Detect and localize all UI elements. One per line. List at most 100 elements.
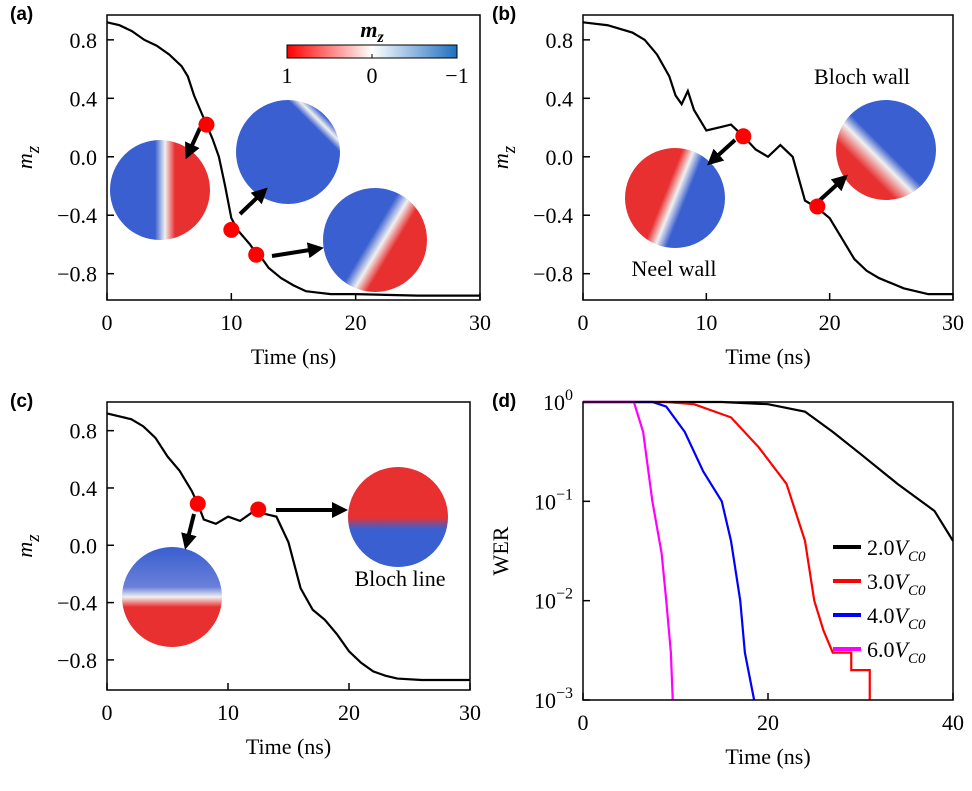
- x-tick-label: 0: [102, 310, 113, 335]
- panel-label: (b): [492, 4, 516, 25]
- x-tick-label: 0: [578, 710, 589, 735]
- legend-sub: C0: [908, 549, 926, 565]
- plot-frame: [582, 14, 954, 301]
- y-tick-label: 10−2: [534, 586, 573, 614]
- inset-image: [110, 140, 210, 240]
- insets: [110, 100, 936, 647]
- y-tick-label: 0.4: [70, 476, 98, 501]
- y-label-main: m: [488, 153, 513, 169]
- y-tick-label: 100: [543, 387, 573, 415]
- legend-name: 2.0: [867, 535, 895, 560]
- y-tick-label: 0.0: [70, 145, 98, 170]
- y-label-sub: z: [23, 534, 44, 543]
- annotation: Bloch wall: [814, 64, 910, 89]
- marker-point: [250, 501, 267, 518]
- series-line: [583, 400, 954, 542]
- plot-frame: [106, 14, 481, 301]
- y-tick-label: −0.4: [57, 591, 97, 616]
- series-line: [583, 400, 674, 701]
- colorbar-tick-label: 0: [367, 63, 378, 88]
- series-line: [583, 400, 756, 701]
- y-label-sub: z: [23, 145, 44, 154]
- y-tick-label: −0.4: [57, 203, 97, 228]
- annotation: Bloch line: [354, 566, 445, 591]
- colorbar-title: mz: [360, 17, 384, 46]
- legend-name: 4.0: [867, 603, 895, 628]
- data-line: [582, 21, 953, 296]
- colorbar-title-sub: z: [376, 29, 384, 46]
- y-label-sub: z: [499, 145, 520, 154]
- y-axis-label: mz: [488, 145, 520, 169]
- marker-point: [809, 198, 826, 215]
- x-tick-label: 40: [942, 710, 964, 735]
- x-tick-label: 30: [459, 700, 481, 725]
- x-tick-label: 30: [942, 310, 964, 335]
- legend-label: 3.0VC0: [867, 569, 926, 599]
- legend-name: 3.0: [867, 569, 895, 594]
- plot-frame: [582, 401, 954, 701]
- tick-exponent: −2: [556, 586, 573, 603]
- panel-label: (a): [10, 4, 33, 25]
- y-tick-label: 0.4: [70, 86, 98, 111]
- x-tick-label: 30: [469, 310, 491, 335]
- x-tick-label: 20: [345, 310, 367, 335]
- tick-base: 10: [534, 688, 556, 713]
- y-label-main: WER: [488, 526, 513, 575]
- marker-point: [248, 246, 265, 263]
- series-line: [583, 400, 871, 700]
- data-line: [106, 21, 480, 297]
- colorbar-tick-label: 1: [282, 63, 293, 88]
- tick-exponent: −3: [556, 685, 573, 702]
- y-tick-label: −0.8: [57, 262, 97, 287]
- legend-v: V: [895, 603, 911, 628]
- plot-frame: [106, 401, 471, 691]
- inset-image: [625, 148, 725, 248]
- x-tick-label: 10: [695, 310, 717, 335]
- y-tick-label: 0.8: [70, 419, 98, 444]
- x-axis-label: Time (ns): [725, 744, 810, 769]
- panel-label: (d): [492, 391, 516, 412]
- tick-exponent: 0: [565, 387, 573, 404]
- marker-point: [198, 116, 215, 133]
- y-tick-label: −0.8: [533, 262, 573, 287]
- y-tick-label: 10−1: [534, 486, 573, 514]
- tick-base: 10: [534, 489, 556, 514]
- colorbar-title-main: m: [360, 17, 377, 42]
- legend-sub: C0: [908, 617, 926, 633]
- y-tick-label: −0.8: [57, 648, 97, 673]
- y-tick-label: 0.4: [546, 86, 574, 111]
- inset-image: [236, 100, 340, 204]
- x-tick-label: 0: [102, 700, 113, 725]
- legend-v: V: [895, 637, 911, 662]
- legend-name: 6.0: [867, 637, 895, 662]
- annotation: Neel wall: [632, 256, 717, 281]
- legend-label: 2.0VC0: [867, 535, 926, 565]
- y-label-main: m: [12, 542, 37, 558]
- y-tick-label: 0.0: [70, 533, 98, 558]
- x-axis-label: Time (ns): [725, 344, 810, 369]
- x-tick-label: 20: [819, 310, 841, 335]
- legend-label: 6.0VC0: [867, 637, 926, 667]
- x-tick-label: 10: [217, 700, 239, 725]
- y-tick-label: 0.8: [70, 28, 98, 53]
- y-axis-label: WER: [488, 526, 513, 575]
- legend-label: 4.0VC0: [867, 603, 926, 633]
- panel-label: (c): [10, 391, 33, 412]
- y-tick-label: 0.0: [546, 145, 574, 170]
- x-axis-label: Time (ns): [251, 344, 336, 369]
- x-tick-label: 20: [338, 700, 360, 725]
- legend-sub: C0: [908, 651, 926, 667]
- marker-point: [189, 495, 206, 512]
- marker-point: [735, 128, 752, 145]
- y-tick-label: 0.8: [546, 28, 574, 53]
- y-label-main: m: [12, 153, 37, 169]
- tick-base: 10: [534, 589, 556, 614]
- x-tick-label: 0: [578, 310, 589, 335]
- legend-v: V: [895, 535, 911, 560]
- y-axis-label: mz: [12, 534, 44, 558]
- inset-image: [122, 547, 222, 647]
- tick-base: 10: [543, 390, 565, 415]
- x-tick-label: 10: [220, 310, 242, 335]
- colorbar-tick-label: −1: [445, 63, 468, 88]
